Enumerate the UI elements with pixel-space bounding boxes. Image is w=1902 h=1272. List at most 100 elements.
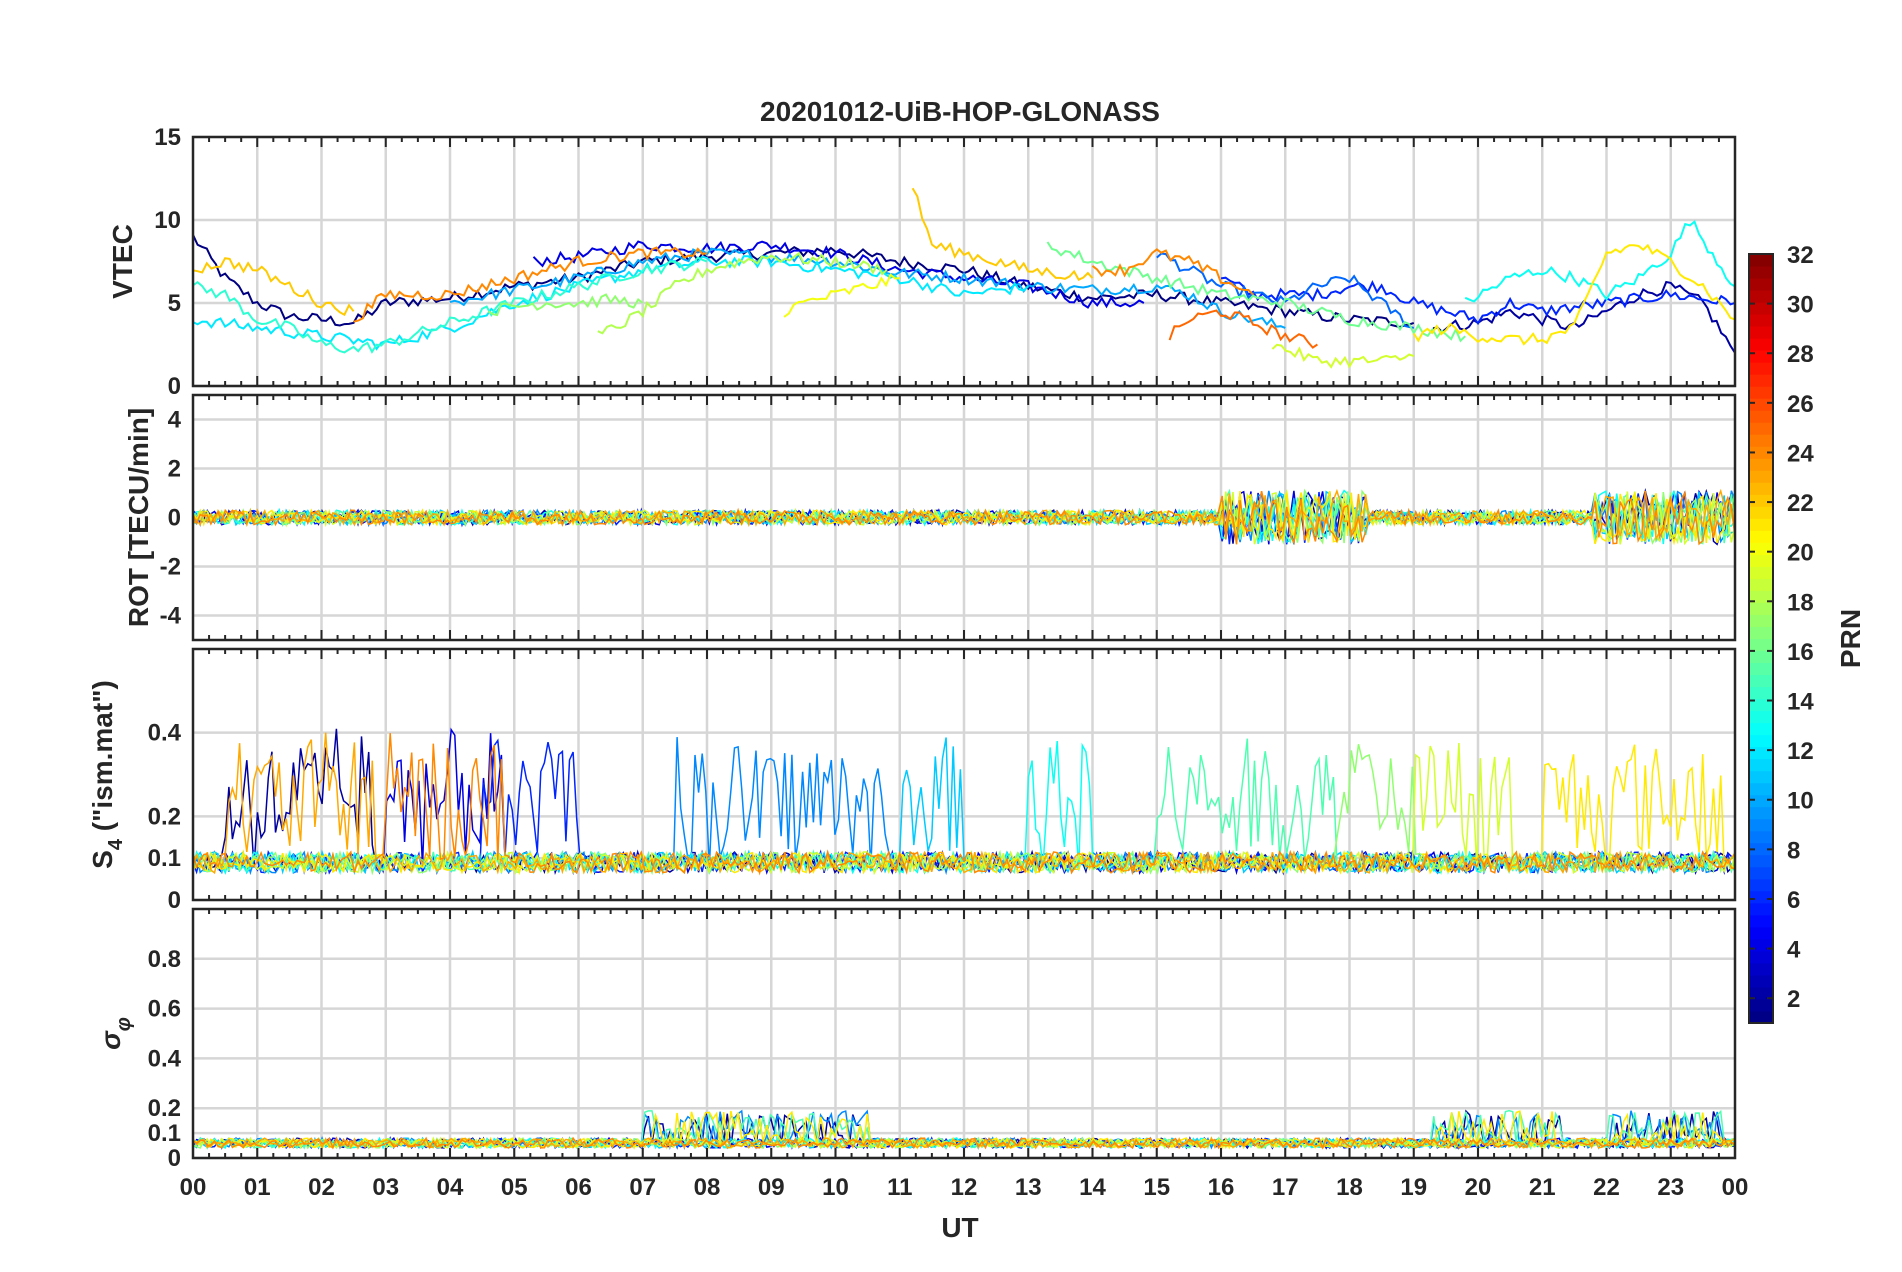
colorbar-segment: [1749, 602, 1773, 615]
vtec-series-prn-6: [1220, 276, 1735, 326]
y-tick-label: 2: [168, 456, 181, 483]
x-tick-label: 22: [1593, 1174, 1620, 1201]
y-axis-label-s4: S4 ("ism.mat"): [87, 680, 127, 869]
colorbar-tick-label: 4: [1787, 937, 1801, 964]
s4-series-prn-19: [193, 742, 1735, 876]
colorbar-segment: [1749, 650, 1773, 664]
colorbar-segment: [1749, 302, 1773, 315]
y-axis-label-sub: 4: [105, 838, 127, 850]
colorbar-segment: [1749, 806, 1773, 820]
colorbar-segment: [1749, 710, 1773, 724]
colorbar-tick-label: 32: [1787, 242, 1814, 269]
x-tick-label: 05: [501, 1174, 528, 1201]
vtec-series-prn-24: [1091, 248, 1254, 296]
colorbar-segment: [1749, 794, 1773, 808]
y-axis-label-main: S: [87, 850, 118, 869]
vtec-series-prn-13: [1464, 220, 1735, 303]
colorbar-segment: [1749, 566, 1773, 579]
sigma_phi-series-prn-23: [193, 1136, 1735, 1150]
colorbar-segment: [1749, 746, 1773, 760]
colorbar-segment: [1749, 902, 1773, 916]
colorbar-segment: [1749, 338, 1773, 351]
x-tick-label: 16: [1208, 1174, 1235, 1201]
colorbar-segment: [1749, 698, 1773, 712]
vtec-series-prn-16: [1046, 241, 1466, 343]
colorbar-segment: [1749, 782, 1773, 796]
colorbar-label: PRN: [1835, 609, 1866, 668]
colorbar-tick-label: 26: [1787, 391, 1814, 418]
vtec-series-prn-20: [783, 273, 900, 318]
x-tick-label: 10: [822, 1174, 849, 1201]
y-axis-label-sigma_phi: σφ: [95, 1017, 135, 1050]
x-tick-label: 11: [887, 1174, 912, 1201]
colorbar-segment: [1749, 398, 1773, 411]
colorbar-segment: [1749, 986, 1773, 1000]
y-tick-label: 0.6: [148, 996, 181, 1023]
colorbar-segment: [1749, 854, 1773, 868]
vtec-series-prn-19: [1271, 343, 1415, 369]
y-axis-label-vtec: VTEC: [107, 224, 138, 299]
x-tick-label: 19: [1400, 1174, 1427, 1201]
colorbar-segment: [1749, 674, 1773, 688]
y-tick-label: 0.2: [148, 803, 181, 830]
colorbar-segment: [1749, 914, 1773, 928]
colorbar-tick-label: 28: [1787, 341, 1814, 368]
colorbar-segment: [1749, 950, 1773, 964]
x-tick-label: 12: [951, 1174, 978, 1201]
colorbar-segment: [1749, 290, 1773, 303]
colorbar-tick-label: 12: [1787, 738, 1814, 765]
y-tick-label: 10: [154, 207, 181, 234]
y-tick-label: 0: [168, 887, 181, 914]
colorbar-tick-label: 2: [1787, 986, 1800, 1013]
colorbar-segment: [1749, 866, 1773, 880]
colorbar-segment: [1749, 722, 1773, 736]
vtec-series-prn-24: [353, 246, 708, 323]
vtec-series-prn-10: [449, 247, 1286, 329]
colorbar-segment: [1749, 530, 1773, 543]
colorbar-tick-label: 16: [1787, 639, 1814, 666]
y-tick-label: 0.4: [148, 720, 182, 747]
x-tick-label: 23: [1657, 1174, 1684, 1201]
x-tick-label: 00: [1722, 1174, 1749, 1201]
vtec-series-prn-14: [193, 256, 708, 354]
colorbar-segment: [1749, 686, 1773, 700]
colorbar-segment: [1749, 494, 1773, 507]
x-tick-label: 17: [1272, 1174, 1299, 1201]
x-tick-label: 04: [437, 1174, 464, 1201]
x-tick-label: 02: [308, 1174, 335, 1201]
vtec-series-prn-4: [532, 240, 1145, 309]
y-axis-label-tail: ("ism.mat"): [87, 680, 118, 839]
y-tick-label: 0.8: [148, 946, 181, 973]
sigma_phi-series-prn-21: [193, 1110, 1735, 1150]
x-tick-label: 06: [565, 1174, 592, 1201]
x-tick-labels: 00 01 02 03 04 05 06 07 08 09 10 11 12 13 14 15 16 17 18 19…: [180, 1174, 1749, 1201]
x-tick-label: 13: [1015, 1174, 1042, 1201]
colorbar-segment: [1749, 590, 1773, 603]
colorbar-segment: [1749, 470, 1773, 483]
vtec-series-prn-18: [597, 251, 888, 335]
colorbar-tick-label: 10: [1787, 788, 1814, 815]
y-tick-label: 0: [168, 1145, 181, 1172]
colorbar-segment: [1749, 554, 1773, 567]
colorbar-segment: [1749, 830, 1773, 844]
x-tick-label: 15: [1143, 1174, 1170, 1201]
y-axis-label-rot: ROT [TECU/min]: [123, 408, 154, 627]
colorbar-segment: [1749, 482, 1773, 495]
colorbar-segment: [1749, 278, 1773, 291]
colorbar-tick-label: 14: [1787, 689, 1814, 716]
colorbar-segment: [1749, 542, 1773, 555]
colorbar-segment: [1749, 842, 1773, 856]
colorbar-segment: [1749, 734, 1773, 748]
y-tick-label: -4: [160, 603, 182, 630]
x-tick-label: 03: [372, 1174, 399, 1201]
colorbar-segment: [1749, 662, 1773, 676]
rot-series-prn-24: [193, 490, 1735, 546]
colorbar-segment: [1749, 614, 1773, 627]
y-axis-label-main: σ: [95, 1030, 126, 1050]
colorbar-segment: [1749, 626, 1773, 639]
panel-s4: 0 0.1 0.2 0.4 S4 ("ism.mat"): [87, 647, 1737, 914]
colorbar-segment: [1749, 350, 1773, 363]
colorbar-tick-label: 22: [1787, 490, 1814, 517]
